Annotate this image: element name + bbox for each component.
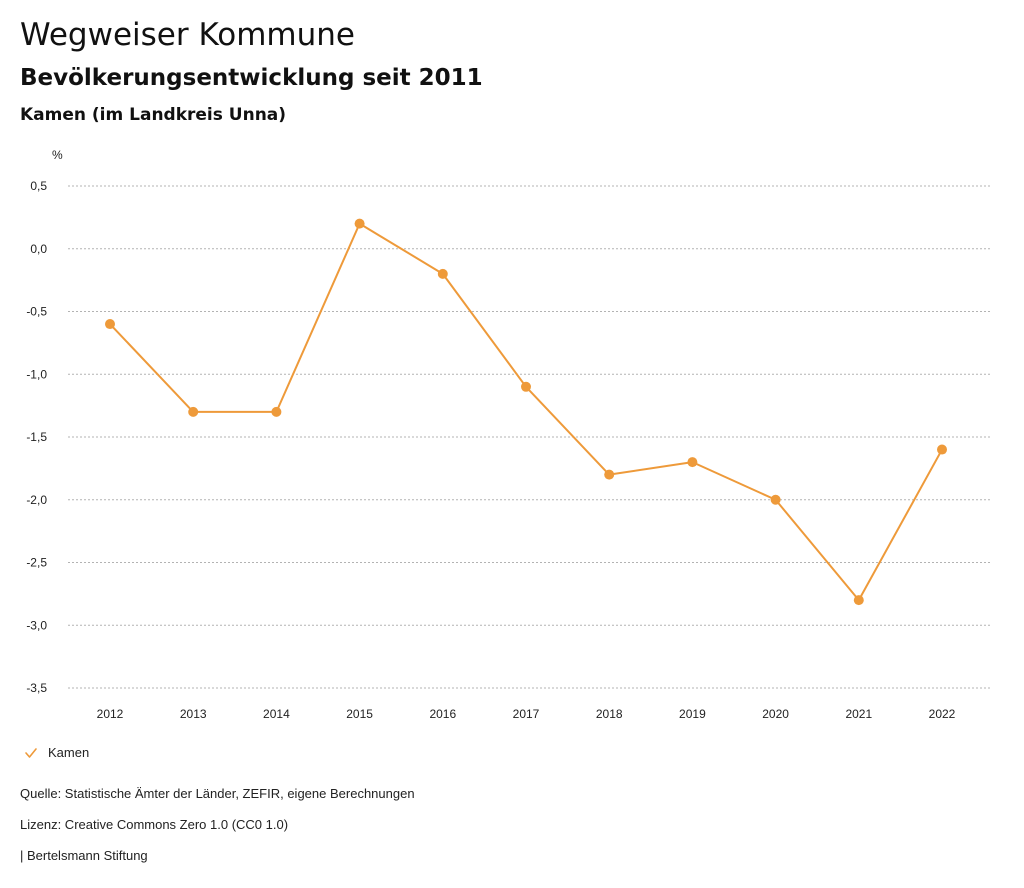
y-tick-label: 0,0 [30,242,47,256]
x-tick-label: 2015 [346,707,373,721]
source-note: Quelle: Statistische Ämter der Länder, Z… [20,786,415,801]
y-axis-ticks: 0,5 0,0 -0,5 -1,0 -1,5 -2,0 -2,5 -3,0 -3,5 [26,179,47,695]
y-tick-label: -2,5 [26,556,47,570]
data-point[interactable] [770,494,781,505]
data-point[interactable] [188,406,199,417]
y-tick-label: -1,0 [26,367,47,381]
y-axis-unit-label: % [52,148,63,162]
data-point[interactable] [521,381,531,392]
y-tick-label: 0,5 [30,179,47,193]
x-tick-label: 2017 [513,707,540,721]
x-tick-label: 2020 [762,707,789,721]
y-tick-label: -2,0 [26,493,47,507]
y-tick-label: -3,5 [26,681,47,695]
x-axis-ticks: 2012 2013 2014 2015 2016 2017 2018 2019 2020 2021… [97,707,956,721]
data-point[interactable] [604,469,615,480]
x-tick-label: 2014 [263,707,290,721]
line-chart: % 0,5 0,0 -0,5 -1,0 -1,5 -2,0 -2,5 -3,0 -3,5 201… [26,148,990,721]
data-point[interactable] [687,457,698,468]
y-tick-label: -0,5 [26,305,47,319]
series-layer [105,218,947,606]
x-tick-label: 2016 [429,707,456,721]
x-tick-label: 2018 [596,707,623,721]
page-title: Wegweiser Kommune [20,17,355,53]
data-point[interactable] [853,595,864,606]
x-tick-label: 2022 [929,707,956,721]
x-tick-label: 2019 [679,707,706,721]
license-note: Lizenz: Creative Commons Zero 1.0 (CC0 1… [20,817,289,832]
data-point[interactable] [105,319,115,330]
chart-subtitle: Bevölkerungsentwicklung seit 2011 [20,65,483,91]
data-point[interactable] [437,268,448,279]
data-point[interactable] [271,406,282,417]
x-tick-label: 2013 [180,707,207,721]
x-tick-label: 2012 [97,707,124,721]
data-point[interactable] [354,218,365,229]
grid-lines [68,185,990,689]
publisher-link[interactable]: | Bertelsmann Stiftung [20,848,148,863]
series-line-kamen [109,222,943,602]
y-tick-label: -3,0 [26,618,47,632]
y-tick-label: -1,5 [26,430,47,444]
legend-label: Kamen [48,745,90,760]
data-point[interactable] [937,444,947,455]
x-tick-label: 2021 [845,707,872,721]
check-icon [24,746,38,760]
legend-item-kamen[interactable]: Kamen [24,745,89,760]
region-label: Kamen (im Landkreis Unna) [20,105,287,125]
